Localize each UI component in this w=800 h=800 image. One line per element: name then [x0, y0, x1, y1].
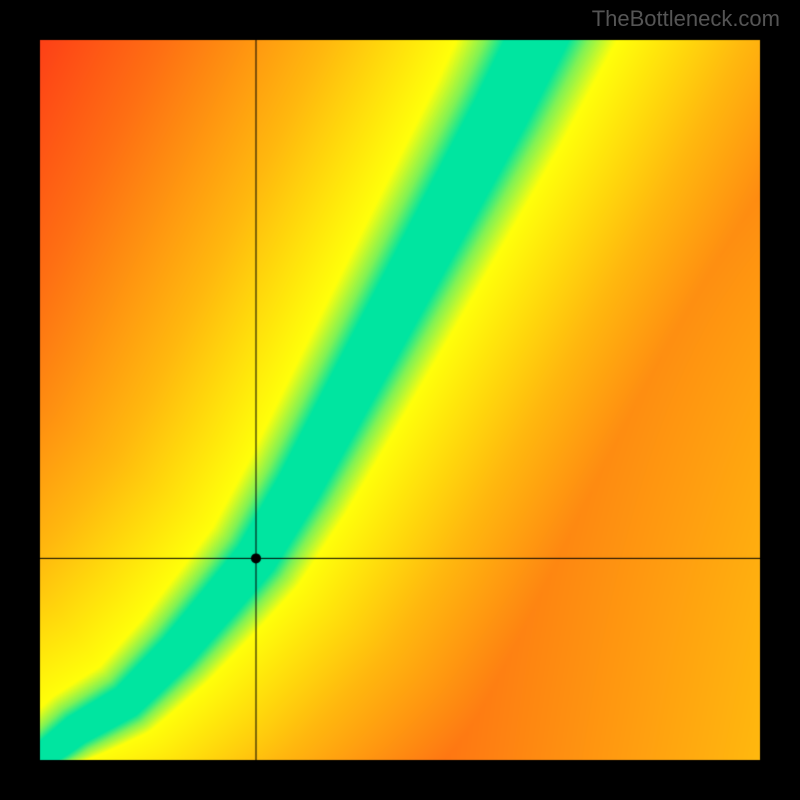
- chart-container: TheBottleneck.com: [0, 0, 800, 800]
- watermark-text: TheBottleneck.com: [592, 6, 780, 32]
- bottleneck-heatmap: [0, 0, 800, 800]
